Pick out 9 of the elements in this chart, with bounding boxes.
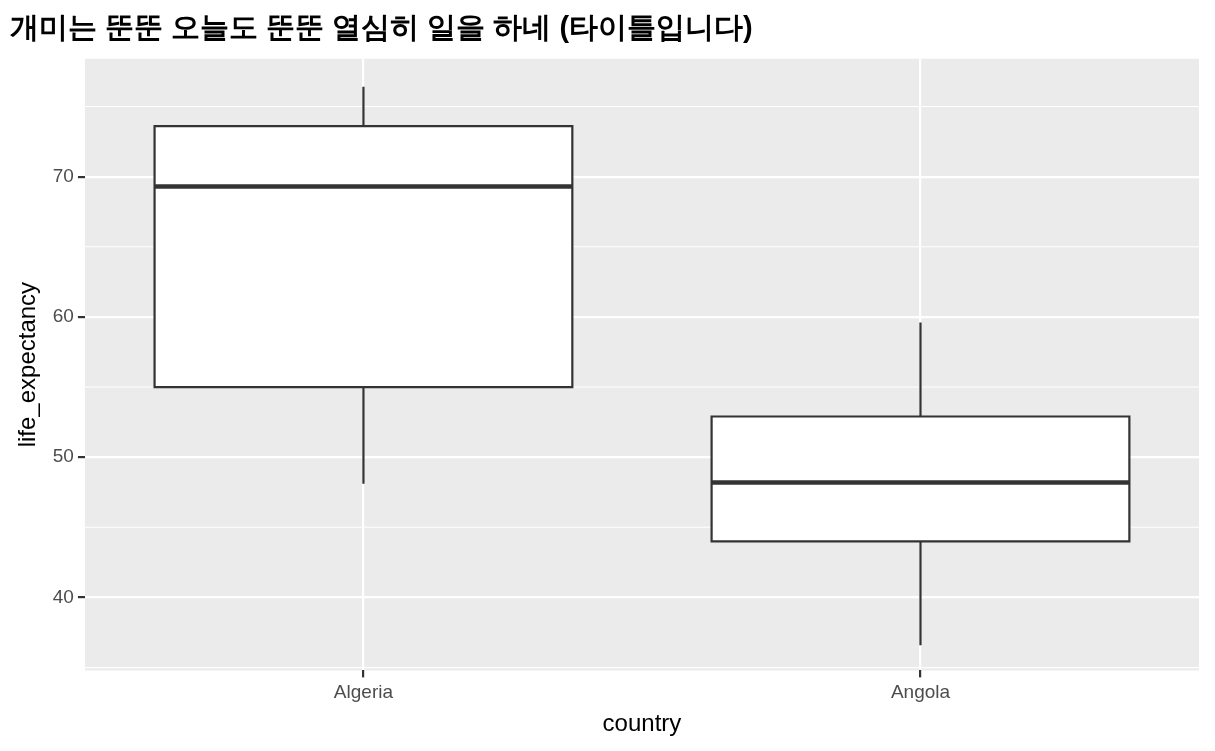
y-tick-label: 50 [52,445,74,467]
y-tick-label: 70 [52,164,74,186]
y-tick-label: 40 [52,585,74,607]
y-tick-label: 60 [52,305,74,327]
x-tick-label: Angola [890,681,951,703]
y-axis-title: life_expectancy [13,281,41,448]
x-axis-title: country [602,709,682,737]
x-tick-label: Algeria [333,681,394,703]
chart-title: 개미는 뚠뚠 오늘도 뚠뚠 열심히 일을 하네 (타이틀입니다) [10,11,753,44]
